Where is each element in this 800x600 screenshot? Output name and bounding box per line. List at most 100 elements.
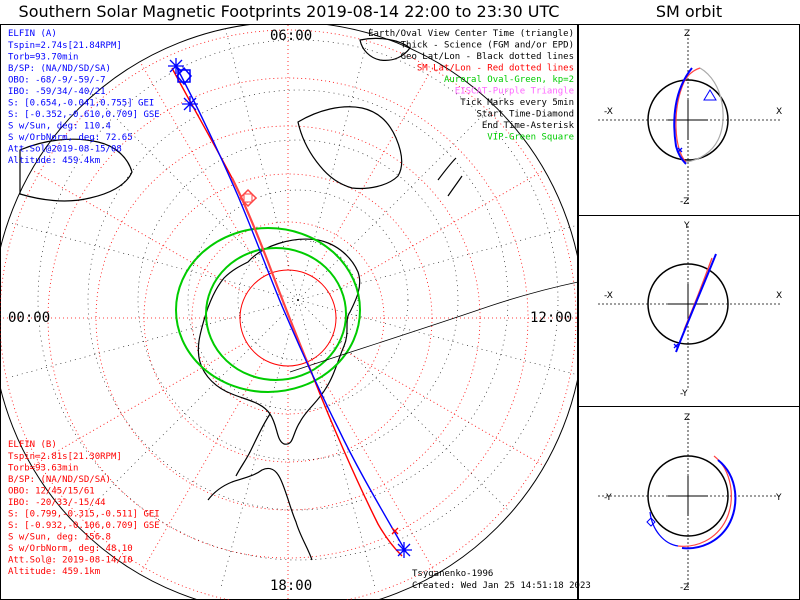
auroral-oval (175, 227, 361, 393)
elfin-b-science-segment (231, 177, 314, 375)
elfin-b-info-line: Altitude: 459.1km (8, 567, 100, 577)
axis-label-top: Z (684, 29, 690, 39)
footer-author: Tsyganenko-1996 (412, 569, 493, 579)
australia-coastline (297, 106, 403, 190)
elfin-b-vip-square (243, 193, 253, 203)
geo-meridian-line (297, 24, 373, 301)
elfin-a-info-line: S: [0.654,-0.041,0.755] GEI (8, 99, 154, 109)
elfin-a-info-line: S w/Sun, deg: 110.4 (8, 122, 111, 132)
elfin-a-info-line: Altitude: 459.4km (8, 156, 100, 166)
elfin-a-lines: Tspin=2.74s[21.84RPM] Torb=93.70minB/SP: … (8, 41, 160, 166)
sm-latlon-grid (0, 24, 578, 600)
geo-meridian-line (85, 87, 299, 301)
legend-item: Auroral Oval-Green, kp=2 (444, 75, 574, 85)
geo-meridian-line (8, 222, 299, 301)
legend: Earth/Oval View Center Time (triangle) Th… (368, 29, 574, 143)
sm-latitude-circle (191, 221, 385, 415)
elfin-b-info-line: S w/OrbNorm, deg: 48.10 (8, 544, 133, 554)
elfin-b-end-asterisk (391, 527, 399, 535)
elfin-a-orbit-tail (649, 511, 679, 547)
new-zealand-coastline (437, 157, 463, 197)
south-america-coastline (207, 467, 313, 561)
sm-meridian-line (311, 61, 437, 277)
orbit-panel-frame-xy (578, 215, 800, 407)
axis-label-left: -Y (604, 493, 612, 503)
axis-label-left: -X (604, 291, 613, 301)
axis-label-right: Y (775, 493, 782, 503)
sm-meridian-line (329, 169, 545, 295)
geo-meridian-line (297, 299, 376, 590)
auroral-oval-inner (205, 247, 347, 381)
legend-item: VIP-Green Square (487, 133, 574, 143)
sm-meridian-line (311, 359, 437, 575)
sm-latitude-circle (95, 125, 481, 511)
sm-meridian-line (139, 61, 265, 277)
axis-label-bottom: -Z (680, 197, 689, 207)
geo-meridian-line (223, 24, 299, 301)
elfin-b-info-line: S: [-0.932,-0.106,0.709] GSE (8, 521, 160, 531)
elfin-a-orbit (681, 459, 737, 550)
sm-meridian-line (31, 169, 247, 295)
mlt-label-left: 00:00 (8, 310, 50, 326)
elfin-a-vip-square (177, 69, 191, 83)
elfin-b-info-line: OBO: 12/45/15/61 (8, 487, 95, 497)
elfin-b-orbit-far (685, 67, 724, 163)
orbit-title: SM orbit (655, 2, 723, 21)
coastlines (19, 37, 463, 561)
geo-latlon-grid (8, 24, 578, 590)
chart-title: Southern Solar Magnetic Footprints 2019-… (18, 2, 560, 21)
elfin-b-info-line: IBO: -20/33/-15/44 (8, 498, 106, 508)
geo-meridian-line (297, 87, 511, 301)
elfin-a-info: ELFIN (A) Tspin=2.74s[21.84RPM] Torb=93.7… (8, 29, 160, 166)
legend-item: Geo Lat/Lon - Black dotted lines (401, 52, 574, 62)
legend-item: End Time-Asterisk (482, 121, 575, 131)
elfin-b-info-line: S: [0.799,-0.315,-0.511] GEI (8, 510, 160, 520)
geo-latitude-circle (137, 139, 459, 461)
legend-item: Thick - Science (FGM and/or EPD) (401, 41, 574, 51)
orbit-end-asterisk (677, 147, 683, 153)
geo-meridian-line (8, 299, 299, 378)
sm-meridian-line (139, 359, 265, 575)
footer-created: Created: Wed Jan 25 14:51:18 2023 (412, 581, 591, 591)
elfin-a-final-asterisk (396, 542, 412, 558)
orbit-panel-frame-yz (578, 406, 800, 600)
elfin-b-start-diamond (238, 188, 258, 208)
geo-meridian-line (297, 224, 578, 301)
elfin-a-orbit (675, 253, 717, 353)
orbit-panel-xz: Z -Z -X X (598, 29, 782, 207)
sm-meridian-line (329, 341, 545, 467)
axis-label-right: X (776, 291, 782, 301)
orbit-panel-yz: Z -Z -Y Y (598, 413, 782, 593)
elfin-a-info-line: Att.Sol@2019-08-15/08 (8, 145, 122, 155)
asia-coastline (359, 37, 411, 61)
geo-meridian-line (297, 299, 511, 513)
elfin-b-orbit (677, 455, 732, 547)
elfin-b-lines: Tspin=2.81s[21.30RPM] Torb=93.63minB/SP: … (8, 452, 160, 577)
geo-latitude-circle (187, 189, 409, 411)
axis-label-top: Z (684, 413, 690, 423)
elfin-b-info: ELFIN (B) Tspin=2.81s[21.30RPM] Torb=93.6… (8, 440, 160, 577)
axis-label-right: X (776, 107, 782, 117)
axis-label-left: -X (604, 107, 613, 117)
legend-item: Start Time-Diamond (476, 110, 574, 120)
sm-latitude-circle-inner (239, 269, 337, 367)
antarctic-peninsula-coastline (235, 413, 271, 477)
elfin-b-info-line: Tspin=2.81s[21.30RPM] (8, 452, 122, 462)
geo-latitude-circle (237, 239, 359, 361)
axis-label-bottom: -Z (680, 583, 689, 593)
elfin-a-info-line: S w/OrbNorm, deg: 72.65 (8, 133, 133, 143)
elfin-a-start-asterisk (168, 58, 184, 74)
elfin-b-name: ELFIN (B) (8, 440, 57, 450)
axis-label-top: Y (683, 221, 690, 231)
africa-coastline (19, 138, 133, 202)
track-markers (168, 58, 412, 558)
mlt-label-right: 12:00 (530, 310, 572, 326)
legend-item: EISCAT-Purple Triangle (455, 87, 574, 97)
mlt-label-top: 06:00 (270, 28, 312, 44)
elfin-a-name: ELFIN (A) (8, 29, 57, 39)
legend-item: Earth/Oval View Center Time (triangle) (368, 29, 574, 39)
geo-meridian-line (220, 299, 299, 590)
elfin-a-orbit (673, 67, 693, 165)
elfin-a-end-asterisk (182, 96, 198, 112)
